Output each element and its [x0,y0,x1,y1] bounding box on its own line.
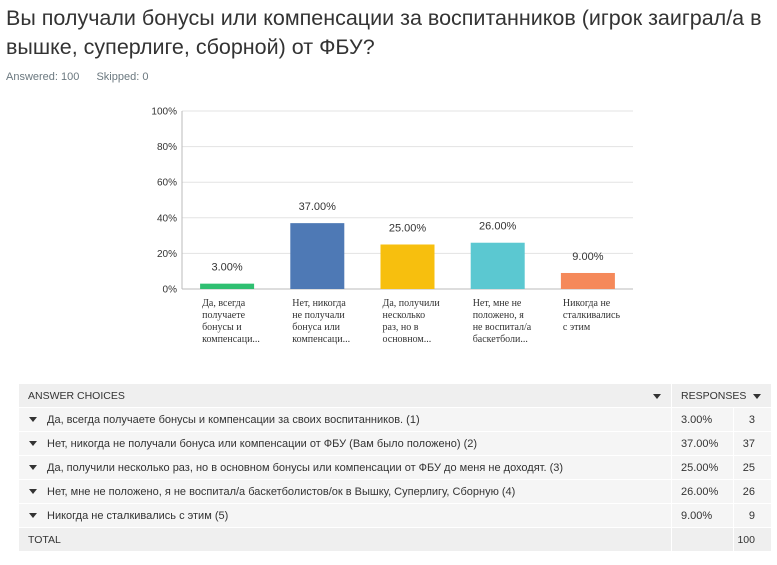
category-label: бонусы и [202,322,242,333]
y-tick-label: 40% [157,213,177,224]
answer-choice-cell: Да, получили несколько раз, но в основно… [18,455,672,480]
category-label: раз, но в [383,322,419,333]
table-row: Да, получили несколько раз, но в основно… [18,455,772,480]
skipped-count: Skipped: 0 [96,71,149,83]
response-count: 9 [733,503,772,528]
data-label: 37.00% [299,201,337,213]
answer-choice-label: Да, всегда получаете бонусы и компенсаци… [47,413,420,426]
category-label: Да, всегда [202,298,246,309]
response-percent: 37.00% [671,431,734,456]
expand-caret-icon[interactable] [29,489,37,495]
category-label: не получали [292,310,345,321]
bar[interactable] [290,223,345,289]
sort-caret-icon[interactable] [653,393,661,399]
answered-count: Answered: 100 [6,71,80,83]
category-label: бонуса или [292,322,340,333]
response-count: 3 [733,407,772,432]
answer-choice-cell: Да, всегда получаете бонусы и компенсаци… [18,407,672,432]
category-label: положено, я [473,310,525,321]
category-label: Да, получили [383,298,441,309]
response-count: 37 [733,431,772,456]
answer-choice-label: Никогда не сталкивались с этим (5) [47,509,229,522]
responses-header-label: RESPONSES [681,389,747,402]
table-row: Нет, мне не положено, я не воспитал/а ба… [18,479,772,504]
bar[interactable] [200,283,255,289]
table-row: Да, всегда получаете бонусы и компенсаци… [18,407,772,432]
total-row: TOTAL 100 [18,527,772,552]
table-row: Никогда не сталкивались с этим (5) 9.00% 9 [18,503,772,528]
category-label: сталкивались [563,310,621,321]
answer-choices-header[interactable]: ANSWER CHOICES [18,383,672,408]
category-label: получаете [202,310,245,321]
data-label: 3.00% [211,262,242,274]
data-label: 9.00% [572,251,603,263]
table-body: Да, всегда получаете бонусы и компенсаци… [18,407,772,528]
category-label: с этим [563,322,591,333]
answer-choices-header-label: ANSWER CHOICES [28,389,125,402]
answer-choice-label: Нет, мне не положено, я не воспитал/а ба… [47,485,516,498]
total-value: 100 [733,527,772,552]
data-label: 26.00% [479,221,517,233]
answer-choice-label: Нет, никогда не получали бонуса или комп… [47,437,478,450]
response-count: 25 [733,455,772,480]
question-title: Вы получали бонусы или компенсации за во… [6,6,762,59]
response-percent: 9.00% [671,503,734,528]
response-percent: 3.00% [671,407,734,432]
category-label: несколько [383,310,426,321]
bar[interactable] [470,242,525,289]
category-label: Нет, мне не [473,298,522,309]
category-label: компенсаци... [292,334,350,345]
answer-choice-cell: Нет, никогда не получали бонуса или комп… [18,431,672,456]
answer-choice-cell: Нет, мне не положено, я не воспитал/а ба… [18,479,672,504]
y-tick-label: 100% [151,107,177,118]
data-label: 25.00% [389,223,427,235]
answer-choice-label: Да, получили несколько раз, но в основно… [47,461,564,474]
category-label: компенсаци... [202,334,260,345]
table-row: Нет, никогда не получали бонуса или комп… [18,431,772,456]
category-label: баскетболи... [473,334,528,345]
y-tick-label: 20% [157,249,177,260]
responses-table: ANSWER CHOICES RESPONSES Да, всегда полу… [18,383,772,552]
expand-caret-icon[interactable] [29,513,37,519]
sort-caret-icon[interactable] [753,393,761,399]
response-percent: 25.00% [671,455,734,480]
category-label: Нет, никогда [292,298,346,309]
responses-header[interactable]: RESPONSES [671,383,772,408]
total-label: TOTAL [18,527,672,552]
response-count: 26 [733,479,772,504]
bar[interactable] [380,244,435,290]
category-label: Никогда не [563,298,611,309]
y-tick-label: 80% [157,142,177,153]
expand-caret-icon[interactable] [29,417,37,423]
y-tick-label: 60% [157,178,177,189]
y-tick-label: 0% [163,285,178,296]
bar[interactable] [560,272,615,289]
expand-caret-icon[interactable] [29,441,37,447]
expand-caret-icon[interactable] [29,465,37,471]
response-stats: Answered: 100 Skipped: 0 [6,71,162,83]
bar-chart: 0% 20% 40% 60% 80% 100% 3.00% Да, всегдаполучае… [151,107,633,345]
category-label: не воспитал/а [473,322,532,333]
answer-choice-cell: Никогда не сталкивались с этим (5) [18,503,672,528]
category-label: основном... [383,334,432,345]
response-percent: 26.00% [671,479,734,504]
